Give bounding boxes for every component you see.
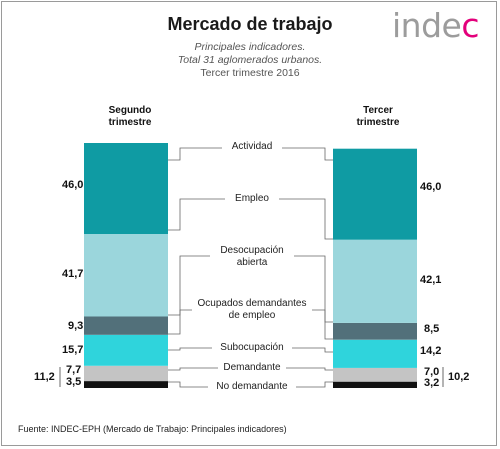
column-header-right-line1: Tercer bbox=[363, 105, 393, 116]
category-actividad: Actividad bbox=[222, 141, 282, 153]
category-ocupados-line2: de empleo bbox=[228, 310, 276, 321]
subtitle-2: Total 31 aglomerados urbanos. bbox=[177, 54, 323, 66]
value-label-left-total: 11,2 bbox=[34, 371, 55, 383]
value-label-right-demandante: 7,0 bbox=[424, 366, 440, 378]
category-desocupacion: Desocupación abierta bbox=[210, 245, 294, 269]
bar-segment-left-actividad bbox=[84, 143, 168, 234]
subtitle-3: Tercer trimestre 2016 bbox=[200, 67, 300, 79]
source-note: Fuente: INDEC-EPH (Mercado de Trabajo: P… bbox=[18, 424, 287, 434]
logo-text: inde bbox=[392, 6, 462, 45]
bar-segment-left-demandante bbox=[84, 365, 168, 382]
category-desocupacion-line1: Desocupación bbox=[220, 245, 284, 256]
connector-empleo bbox=[168, 198, 333, 240]
category-desocupacion-line2: abierta bbox=[236, 257, 268, 268]
column-header-left-line2: trimestre bbox=[108, 117, 152, 128]
category-ocupados-line1: Ocupados demandantes bbox=[197, 298, 307, 309]
column-header-right-line2: trimestre bbox=[356, 117, 400, 128]
logo-accent: c bbox=[461, 6, 479, 45]
column-header-right: Tercer trimestre bbox=[348, 105, 408, 129]
category-ocupados: Ocupados demandantes de empleo bbox=[192, 298, 312, 322]
value-label-right-total: 10,2 bbox=[448, 371, 470, 383]
value-label-left-actividad: 46,0 bbox=[62, 179, 84, 191]
column-header-left-line1: Segundo bbox=[108, 105, 152, 116]
value-label-right-no-demandante: 3,2 bbox=[424, 377, 440, 389]
category-no-demandante: No demandante bbox=[208, 381, 296, 393]
bar-segment-left-subocupacion bbox=[84, 334, 168, 366]
value-label-right-ocupados: 8,5 bbox=[424, 323, 440, 335]
bar-segment-right-no-demandante bbox=[333, 381, 417, 388]
value-label-left-desocupacion: 41,7 bbox=[62, 268, 84, 280]
category-demandante: Demandante bbox=[218, 362, 286, 374]
indec-logo: indec bbox=[392, 6, 479, 45]
value-label-right-actividad: 46,0 bbox=[420, 181, 442, 193]
bar-segment-right-subocupacion bbox=[333, 339, 417, 368]
subtitle-1: Principales indicadores. bbox=[194, 41, 306, 53]
page-title: Mercado de trabajo bbox=[167, 14, 333, 34]
bar-segment-right-desocupacion bbox=[333, 239, 417, 323]
bar-segment-right-demandante bbox=[333, 367, 417, 382]
value-label-right-subocupacion: 14,2 bbox=[420, 345, 442, 357]
bars-right bbox=[333, 148, 417, 388]
bars-left bbox=[84, 143, 168, 388]
value-label-right-desocupacion: 42,1 bbox=[420, 274, 442, 286]
bar-segment-right-ocupados-demandantes bbox=[333, 322, 417, 340]
bar-segment-right-actividad bbox=[333, 148, 417, 240]
category-empleo: Empleo bbox=[225, 193, 279, 205]
value-label-left-ocupados: 9,3 bbox=[68, 320, 84, 332]
bar-segment-left-ocupados-demandantes bbox=[84, 316, 168, 335]
bar-segment-left-no-demandante bbox=[84, 381, 168, 388]
value-label-left-demandante: 7,7 bbox=[66, 364, 82, 376]
value-label-left-subocupacion: 15,7 bbox=[62, 344, 84, 356]
category-subocupacion: Subocupación bbox=[212, 342, 292, 354]
column-header-left: Segundo trimestre bbox=[100, 105, 160, 129]
value-label-left-no-demandante: 3,5 bbox=[66, 376, 82, 388]
bar-segment-left-desocupacion bbox=[84, 234, 168, 317]
